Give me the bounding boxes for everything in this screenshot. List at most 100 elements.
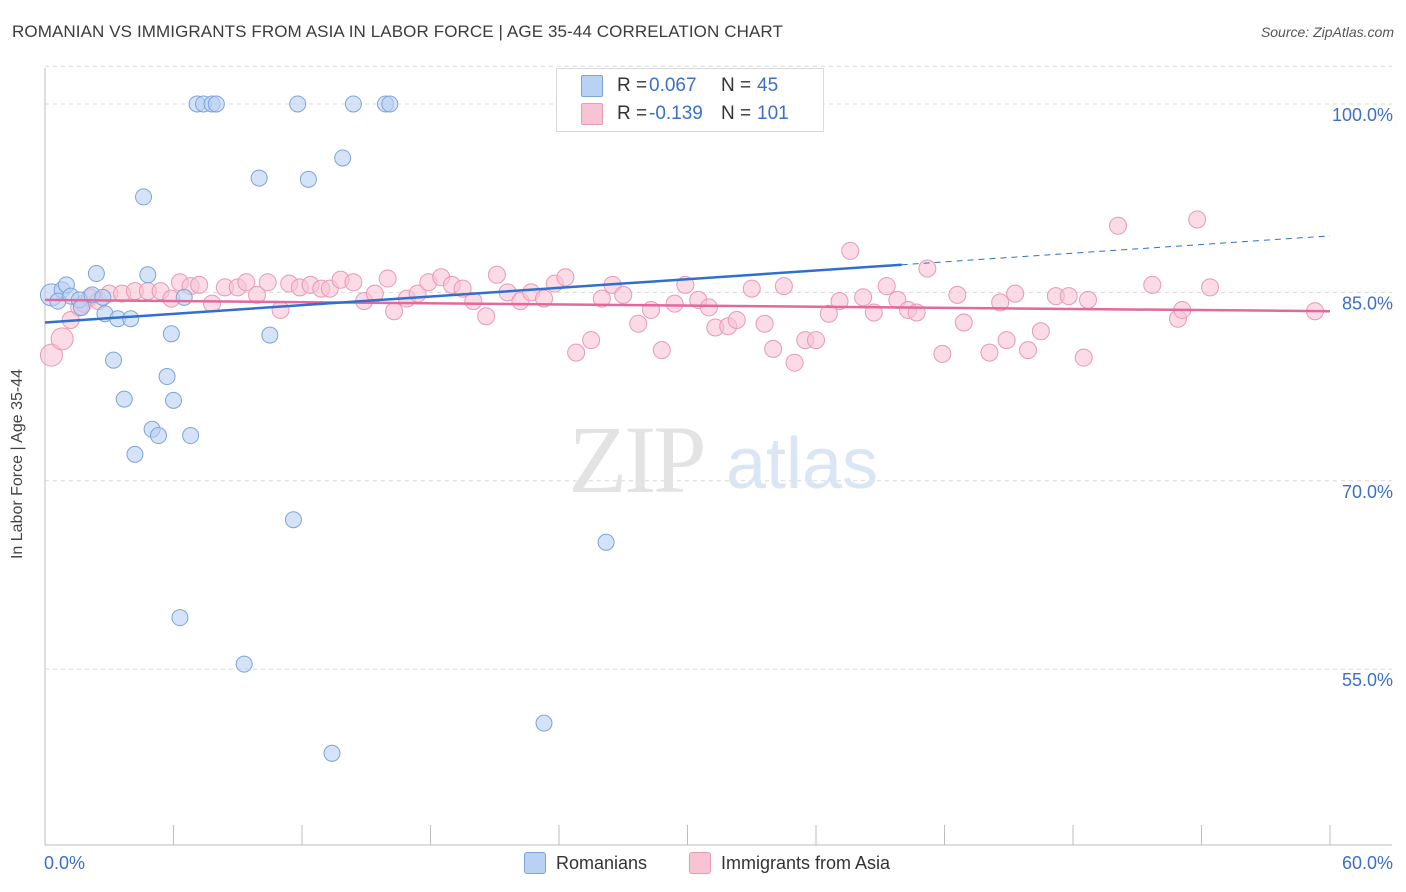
- asia-point: [535, 289, 554, 308]
- romanian-point: [235, 655, 253, 673]
- romanian-point: [105, 351, 123, 369]
- romanians-swatch: [581, 75, 603, 97]
- asia-point: [1074, 348, 1093, 367]
- asia-point: [344, 273, 363, 292]
- asia-point: [1019, 341, 1038, 360]
- romanian-point: [122, 310, 140, 328]
- asia-point: [819, 304, 838, 323]
- asia-points: [39, 210, 1325, 372]
- bottom-legend: Romanians Immigrants from Asia: [0, 852, 1406, 878]
- romanian-point: [334, 149, 352, 167]
- asia-point: [385, 302, 404, 321]
- romanian-point: [289, 95, 307, 113]
- romanian-point: [158, 368, 176, 386]
- asia-legend-swatch: [689, 852, 711, 874]
- asia-point: [1201, 278, 1220, 297]
- asia-trendline: [44, 298, 1331, 313]
- romanians-trendline-extension: [901, 235, 1331, 266]
- asia-point: [190, 275, 209, 294]
- x-tick-label: 0.0%: [44, 853, 85, 873]
- romanian-point: [165, 391, 182, 409]
- n-label: N =: [721, 103, 752, 124]
- n-value: 45: [757, 75, 779, 96]
- asia-point: [237, 273, 256, 292]
- romanian-point: [94, 288, 112, 306]
- asia-point: [1078, 290, 1097, 309]
- bottom-legend-asia[interactable]: Immigrants from Asia: [689, 852, 890, 874]
- asia-point: [1059, 287, 1078, 306]
- asia-point: [764, 339, 783, 358]
- asia-point: [991, 293, 1010, 312]
- asia-point: [50, 327, 74, 351]
- asia-point: [841, 241, 860, 260]
- chart-title: ROMANIAN VS IMMIGRANTS FROM ASIA IN LABO…: [12, 22, 783, 41]
- asia-point: [830, 292, 849, 311]
- asia-point: [918, 259, 937, 278]
- romanian-point: [299, 170, 317, 188]
- asia-point: [1108, 216, 1127, 235]
- asia-point: [652, 341, 671, 360]
- asia-point: [980, 343, 999, 362]
- asia-point: [567, 343, 586, 362]
- romanians-legend-label: Romanians: [556, 852, 648, 873]
- asia-point: [592, 289, 611, 308]
- asia-point: [582, 331, 601, 350]
- n-label: N =: [721, 75, 752, 96]
- y-axis-label: In Labor Force | Age 35-44: [9, 368, 26, 560]
- romanian-point: [261, 326, 279, 344]
- romanian-point: [597, 533, 615, 551]
- romanian-point: [535, 714, 553, 732]
- correlation-legend: R = 0.067 N = 45 R = -0.139 N = 101: [556, 68, 824, 132]
- asia-point: [378, 269, 397, 288]
- romanian-point: [115, 390, 133, 408]
- asia-point: [933, 344, 952, 363]
- bottom-legend-romanians[interactable]: Romanians: [524, 852, 647, 874]
- axis-layer: [44, 68, 1392, 846]
- romanian-point: [171, 609, 189, 627]
- romanian-point: [250, 169, 268, 187]
- r-label: R =: [617, 75, 648, 96]
- asia-point: [477, 307, 496, 326]
- n-value: 101: [757, 103, 789, 124]
- romanian-point: [162, 325, 180, 343]
- asia-point: [997, 331, 1016, 350]
- asia-point: [556, 268, 575, 287]
- source-credit: Source: ZipAtlas.com: [1260, 24, 1394, 40]
- asia-point: [248, 285, 267, 304]
- romanian-point: [72, 298, 90, 316]
- asia-point: [258, 273, 277, 292]
- y-tick-label: 85.0%: [1342, 293, 1393, 313]
- asia-point: [755, 314, 774, 333]
- romanian-point: [150, 427, 168, 445]
- watermark-atlas: atlas: [726, 424, 878, 504]
- asia-point: [665, 294, 684, 313]
- asia-point: [487, 265, 506, 284]
- r-value: -0.139: [649, 103, 703, 124]
- r-value: 0.067: [649, 75, 697, 96]
- y-tick-label: 55.0%: [1342, 670, 1393, 690]
- romanian-point: [284, 511, 302, 529]
- asia-point: [727, 310, 746, 329]
- romanians-legend-swatch: [524, 852, 546, 874]
- asia-swatch: [581, 103, 603, 125]
- asia-legend-label: Immigrants from Asia: [721, 852, 891, 873]
- romanian-point: [182, 427, 200, 445]
- y-tick-label: 100.0%: [1332, 105, 1393, 125]
- asia-point: [774, 277, 793, 296]
- asia-point: [854, 288, 873, 307]
- watermark-zip: ZIP: [569, 406, 704, 513]
- asia-point: [1143, 275, 1162, 294]
- asia-point: [954, 313, 973, 332]
- r-label: R =: [617, 103, 648, 124]
- romanian-point: [323, 744, 341, 762]
- asia-point: [807, 331, 825, 350]
- romanian-point: [175, 288, 193, 306]
- asia-point: [614, 285, 633, 304]
- trend-layer: [44, 235, 1331, 324]
- y-tick-label: 70.0%: [1342, 482, 1393, 502]
- asia-point: [948, 285, 967, 304]
- legend-row-asia: R = -0.139 N = 101: [581, 102, 789, 126]
- asia-point: [39, 343, 63, 367]
- asia-point: [699, 298, 718, 317]
